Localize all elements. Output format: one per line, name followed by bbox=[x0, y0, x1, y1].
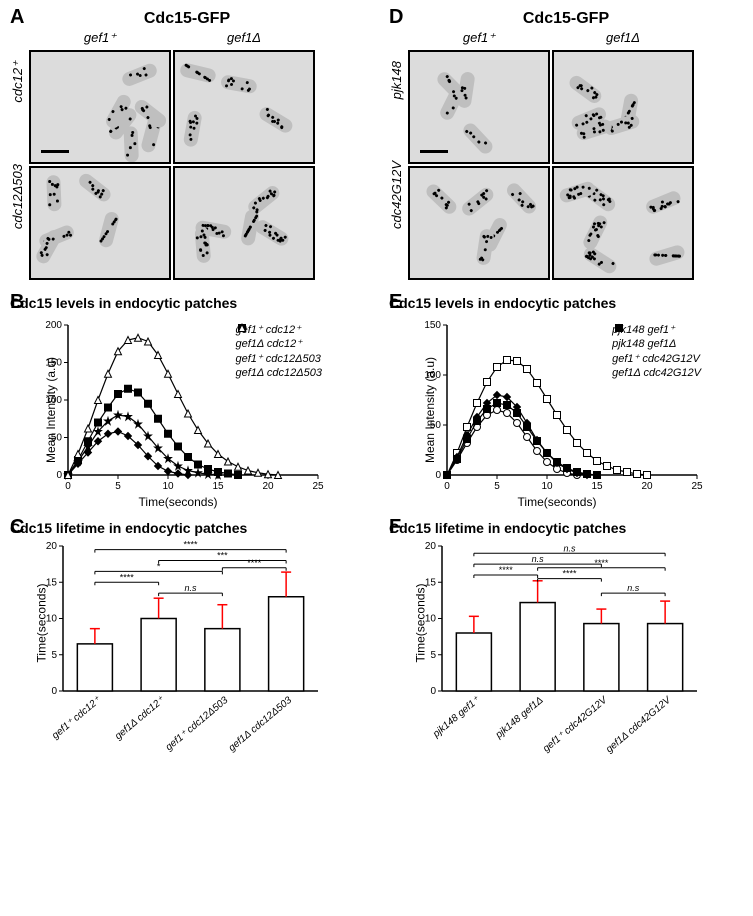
panel-c-chart: 05101520gef1⁺ cdc12⁺gef1Δ cdc12⁺gef1⁺ cd… bbox=[28, 536, 328, 766]
panel-c-ylabel: Time(seconds) bbox=[34, 584, 48, 663]
panel-letter-d: D bbox=[389, 6, 403, 29]
panel-b-title: Cdc15 levels in endocytic patches bbox=[10, 295, 364, 311]
svg-text:****: **** bbox=[594, 558, 609, 568]
panel-e-title: Cdc15 levels in endocytic patches bbox=[389, 295, 743, 311]
svg-text:****: **** bbox=[562, 569, 577, 579]
panel-b-chart: 0510152025050100150200gef1⁺ cdc12⁺gef1Δ … bbox=[28, 315, 328, 505]
panel-letter-b: B bbox=[10, 291, 24, 314]
panel-e-ylabel: Mean Intensity (a.u) bbox=[423, 357, 437, 463]
svg-text:gef1Δ cdc42G12V: gef1Δ cdc42G12V bbox=[604, 694, 674, 755]
svg-text:n.s: n.s bbox=[627, 583, 640, 593]
panel-a-row1: cdc12⁺ bbox=[10, 61, 25, 103]
svg-text:****: **** bbox=[120, 572, 135, 582]
panel-e: E Cdc15 levels in endocytic patches 0510… bbox=[389, 295, 743, 505]
svg-text:0: 0 bbox=[56, 470, 62, 481]
svg-text:0: 0 bbox=[430, 686, 436, 697]
svg-text:10: 10 bbox=[162, 481, 174, 492]
svg-text:5: 5 bbox=[430, 650, 436, 661]
svg-text:15: 15 bbox=[212, 481, 224, 492]
panel-letter-f: F bbox=[389, 516, 401, 539]
panel-b-ylabel: Mean Intensity (a.u) bbox=[44, 357, 58, 463]
svg-text:n.s: n.s bbox=[563, 543, 576, 553]
svg-text:gef1Δ cdc12Δ503: gef1Δ cdc12Δ503 bbox=[227, 695, 295, 754]
svg-text:0: 0 bbox=[435, 470, 441, 481]
panel-a-micrographs: gef1⁺gef1Δ bbox=[29, 30, 309, 280]
svg-text:15: 15 bbox=[591, 481, 603, 492]
svg-text:pjk148 gef1⁺: pjk148 gef1⁺ bbox=[430, 694, 482, 740]
svg-text:****: **** bbox=[247, 558, 262, 568]
svg-text:5: 5 bbox=[51, 650, 57, 661]
svg-text:gef1Δ cdc12⁺: gef1Δ cdc12⁺ bbox=[113, 694, 167, 742]
svg-text:10: 10 bbox=[541, 481, 553, 492]
panel-b: B Cdc15 levels in endocytic patches 0510… bbox=[10, 295, 364, 505]
panel-a-title: Cdc15-GFP bbox=[10, 10, 364, 28]
panel-f-chart: 05101520pjk148 gef1⁺pjk148 gef1Δgef1⁺ cd… bbox=[407, 536, 707, 766]
svg-text:200: 200 bbox=[45, 320, 62, 331]
svg-text:pjk148 gef1Δ: pjk148 gef1Δ bbox=[493, 695, 546, 742]
panel-a-row2: cdc12Δ503 bbox=[10, 164, 25, 229]
panel-f-ylabel: Time(seconds) bbox=[413, 584, 427, 663]
svg-text:20: 20 bbox=[425, 541, 437, 552]
panel-d-row2: cdc42G12V bbox=[389, 161, 404, 229]
panel-letter-e: E bbox=[389, 291, 402, 314]
panel-d: D Cdc15-GFP pjk148 cdc42G12V gef1⁺gef1Δ bbox=[389, 10, 743, 280]
panel-letter-a: A bbox=[10, 6, 24, 29]
panel-d-micrographs: gef1⁺gef1Δ bbox=[408, 30, 688, 280]
figure-grid: A Cdc15-GFP cdc12⁺ cdc12Δ503 gef1⁺gef1Δ … bbox=[10, 10, 743, 766]
svg-text:0: 0 bbox=[51, 686, 57, 697]
svg-text:gef1⁺ cdc42G12V: gef1⁺ cdc42G12V bbox=[541, 694, 610, 755]
panel-letter-c: C bbox=[10, 516, 24, 539]
panel-c-title: Cdc15 lifetime in endocytic patches bbox=[10, 520, 364, 536]
svg-text:0: 0 bbox=[65, 481, 71, 492]
svg-text:25: 25 bbox=[312, 481, 324, 492]
panel-b-xlabel: Time(seconds) bbox=[139, 495, 218, 509]
svg-text:5: 5 bbox=[494, 481, 500, 492]
svg-text:20: 20 bbox=[641, 481, 653, 492]
svg-text:5: 5 bbox=[115, 481, 121, 492]
panel-a: A Cdc15-GFP cdc12⁺ cdc12Δ503 gef1⁺gef1Δ bbox=[10, 10, 364, 280]
panel-d-row1: pjk148 bbox=[389, 61, 404, 99]
panel-c: C Cdc15 lifetime in endocytic patches 05… bbox=[10, 520, 364, 766]
svg-text:20: 20 bbox=[46, 541, 58, 552]
svg-text:n.s: n.s bbox=[184, 583, 197, 593]
svg-text:n.s: n.s bbox=[532, 554, 545, 564]
panel-e-chart: 0510152025050100150pjk148 gef1⁺pjk148 ge… bbox=[407, 315, 707, 505]
svg-text:25: 25 bbox=[691, 481, 703, 492]
svg-text:20: 20 bbox=[262, 481, 274, 492]
svg-text:gef1⁺ cdc12⁺: gef1⁺ cdc12⁺ bbox=[50, 694, 103, 741]
panel-f: F Cdc15 lifetime in endocytic patches 05… bbox=[389, 520, 743, 766]
panel-d-title: Cdc15-GFP bbox=[389, 10, 743, 28]
svg-text:0: 0 bbox=[444, 481, 450, 492]
svg-text:****: **** bbox=[183, 540, 198, 550]
svg-text:gef1⁺ cdc12Δ503: gef1⁺ cdc12Δ503 bbox=[164, 695, 231, 754]
svg-text:150: 150 bbox=[424, 320, 441, 331]
panel-f-title: Cdc15 lifetime in endocytic patches bbox=[389, 520, 669, 536]
svg-text:****: **** bbox=[499, 565, 514, 575]
panel-e-xlabel: Time(seconds) bbox=[518, 495, 597, 509]
svg-text:***: *** bbox=[217, 551, 228, 561]
